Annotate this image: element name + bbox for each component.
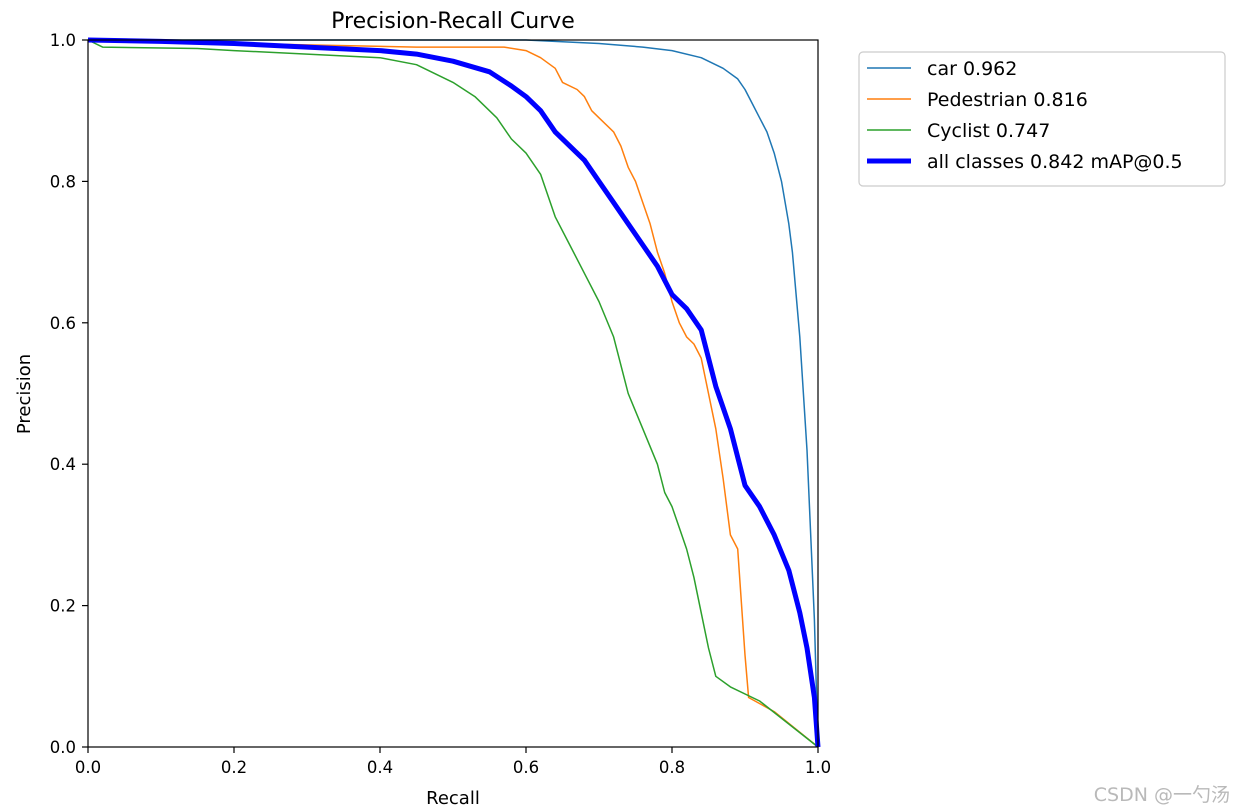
series-line-1 [87, 39, 819, 748]
x-tick-label: 0.8 [659, 758, 685, 777]
x-tick-label: 0.0 [75, 758, 101, 777]
y-tick-label: 0.2 [50, 597, 76, 616]
x-tick-label: 1.0 [805, 758, 831, 777]
y-tick-label: 0.4 [50, 455, 76, 474]
series-line-2 [87, 39, 819, 748]
x-tick-label: 0.2 [221, 758, 247, 777]
legend-box [858, 51, 1226, 187]
x-axis-label: Recall [426, 788, 480, 809]
watermark: CSDN @一勺汤 [1093, 784, 1230, 806]
series-line-0 [88, 39, 819, 748]
legend-label-3: all classes 0.842 mAP@0.5 [927, 151, 1183, 173]
plot-frame [87, 39, 819, 748]
x-axis: 0.0 0.2 0.4 0.6 0.8 1.0 [75, 747, 831, 777]
y-tick-label: 0.8 [50, 172, 76, 191]
x-tick-label: 0.4 [367, 758, 393, 777]
y-axis: 0.0 0.2 0.4 0.6 0.8 1.0 [50, 31, 88, 757]
x-tick-label: 0.6 [513, 758, 539, 777]
chart-title: Precision-Recall Curve [331, 9, 575, 34]
y-tick-label: 1.0 [50, 31, 76, 50]
legend: car 0.962 Pedestrian 0.816 Cyclist 0.747 al… [858, 51, 1226, 187]
y-axis-label: Precision [14, 354, 35, 434]
legend-label-0: car 0.962 [927, 58, 1017, 80]
y-tick-label: 0.0 [50, 738, 76, 757]
legend-label-2: Cyclist 0.747 [927, 120, 1050, 142]
legend-label-1: Pedestrian 0.816 [927, 89, 1088, 111]
series-line-3 [87, 37, 821, 748]
y-tick-label: 0.6 [50, 314, 76, 333]
